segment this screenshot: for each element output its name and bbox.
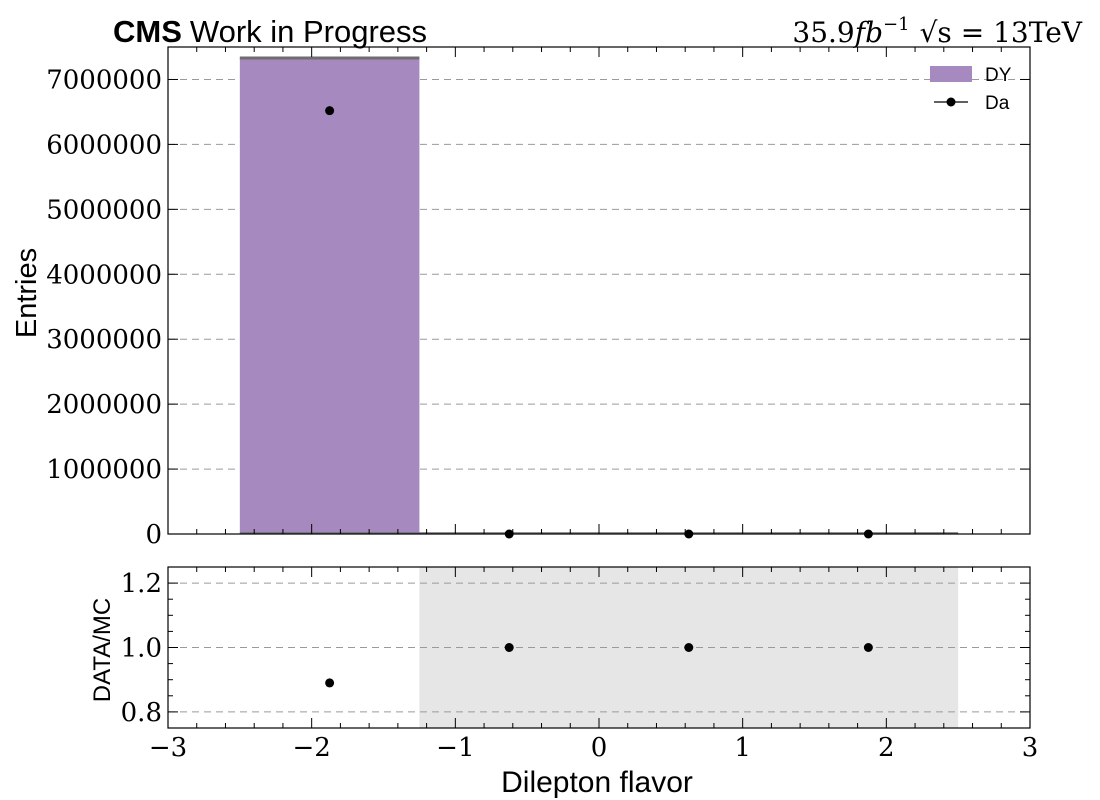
main-ylabel: Entries <box>11 248 43 338</box>
ratio-ytick-label: 1.0 <box>121 634 162 664</box>
ratio-point <box>504 643 514 652</box>
main-ytick-label: 3000000 <box>46 325 162 355</box>
bar-dy <box>239 58 420 534</box>
ratio-xtick-label: 1 <box>734 733 751 763</box>
lumi-exponent: −1 <box>883 14 910 35</box>
title-cms: CMS <box>113 14 182 49</box>
ratio-xlabel: Dilepton flavor <box>501 766 693 799</box>
ratio-point <box>863 643 873 652</box>
chart-title: CMS Work in Progress <box>113 14 427 49</box>
ratio-point <box>325 678 335 688</box>
ratio-xtick-label: −2 <box>293 733 331 763</box>
ratio-xtick-label: 3 <box>1022 733 1039 763</box>
lumi-unit: fb <box>853 16 883 49</box>
legend-swatch-dy <box>930 66 972 82</box>
ratio-xtick-label: −1 <box>436 733 474 763</box>
main-ytick-label: 0 <box>145 520 162 550</box>
ratio-xtick-label: 0 <box>591 733 608 763</box>
ratio-ytick-label: 0.8 <box>121 698 162 728</box>
ratio-point <box>684 643 694 652</box>
lumi-energy-label: 35.9fb−1 √s = 13TeV <box>792 14 1082 49</box>
lumi-value: 35.9 <box>792 16 854 49</box>
main-ytick-label: 6000000 <box>46 130 162 160</box>
legend-label-data: Da <box>985 93 1010 114</box>
main-ytick-label: 5000000 <box>46 195 162 225</box>
main-panel: 0 1000000 2000000 3000000 4000000 5000000 6000… <box>46 46 1031 550</box>
ratio-ylabel: DATA/MC <box>89 598 116 702</box>
legend-label-dy: DY <box>985 65 1012 86</box>
main-ytick-label: 4000000 <box>46 260 162 290</box>
title-rest: Work in Progress <box>190 14 427 49</box>
ratio-xtick-label: 2 <box>878 733 895 763</box>
legend: DY Da <box>930 65 1012 114</box>
main-ytick-label: 7000000 <box>46 65 162 95</box>
energy-label: √s = 13TeV <box>920 16 1083 49</box>
legend-marker-data <box>946 97 956 107</box>
main-ytick-label: 1000000 <box>46 455 162 485</box>
data-point <box>325 106 335 116</box>
main-ytick-label: 2000000 <box>46 390 162 420</box>
ratio-panel: 0.8 1.0 1.2 −3 −2 −1 0 1 2 3 <box>121 566 1039 763</box>
ratio-ytick-label: 1.2 <box>121 569 162 599</box>
ratio-xtick-label: −3 <box>149 733 187 763</box>
